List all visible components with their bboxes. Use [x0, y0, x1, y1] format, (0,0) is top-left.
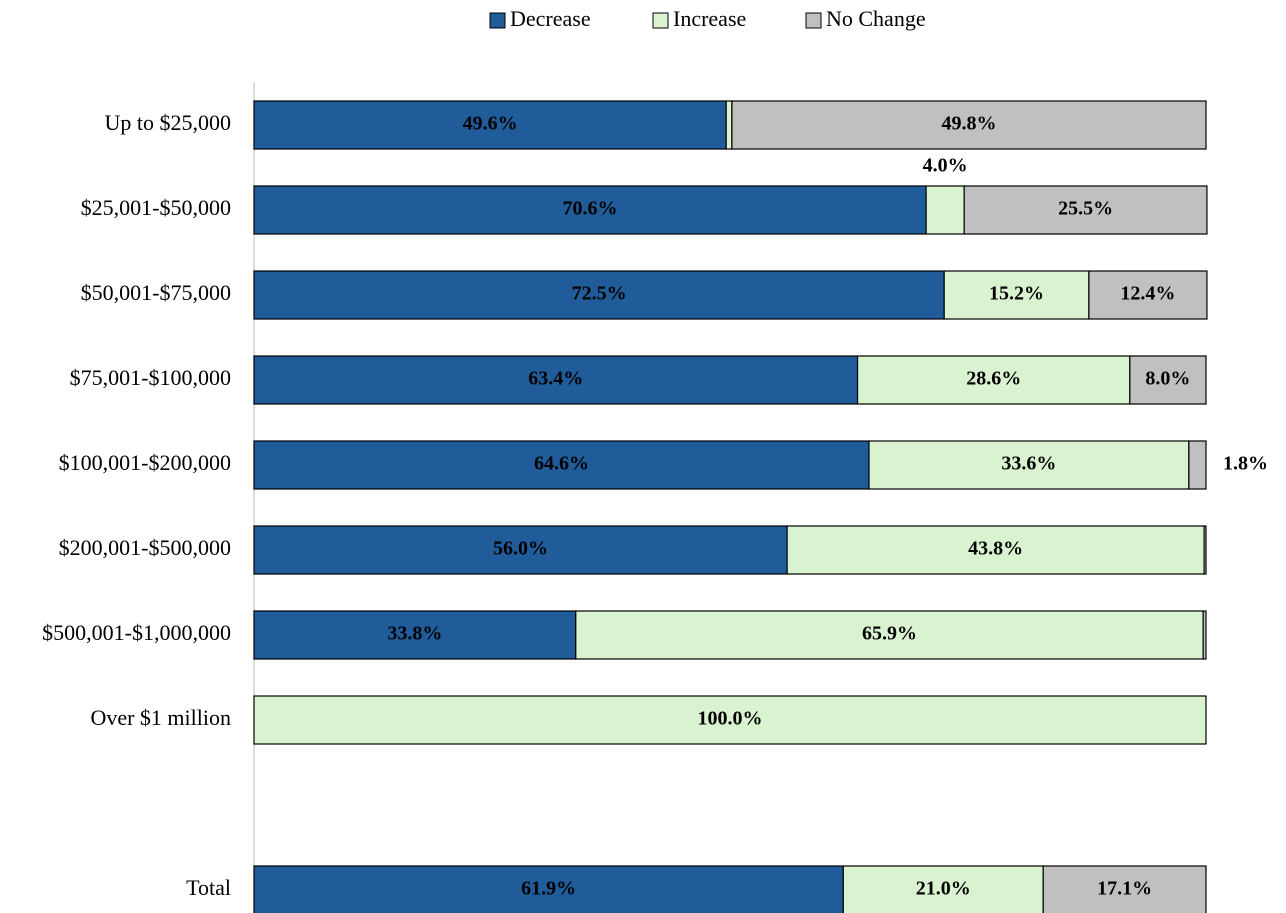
bar-segment	[868, 440, 1190, 490]
value-label: 100.0%	[698, 708, 763, 730]
bar-segment	[963, 185, 1208, 235]
y-tick-label: Over $1 million	[90, 705, 231, 730]
value-label: 56.0%	[493, 538, 548, 560]
bar-segment	[1042, 865, 1207, 913]
value-label: 25.5%	[1058, 198, 1113, 220]
bar-segment	[575, 610, 1204, 660]
value-label: 17.1%	[1097, 878, 1152, 900]
value-label: 43.8%	[968, 538, 1023, 560]
value-label: 33.6%	[1001, 453, 1056, 475]
value-label: 49.8%	[941, 113, 996, 135]
bar-segment	[253, 695, 1207, 745]
bar-segment	[1188, 440, 1207, 490]
legend-label: Decrease	[510, 6, 591, 31]
value-label: 21.0%	[916, 878, 971, 900]
bar-segment	[856, 355, 1131, 405]
value-label: 1.8%	[1223, 453, 1268, 475]
bar-segment	[1203, 525, 1207, 575]
legend-label: No Change	[826, 6, 926, 31]
bar-segment	[925, 185, 965, 235]
bar-segment	[253, 355, 859, 405]
value-label: 15.2%	[989, 283, 1044, 305]
y-tick-label: $50,001-$75,000	[81, 280, 231, 305]
value-label: 70.6%	[563, 198, 618, 220]
bar-segment	[725, 100, 733, 150]
bar-segment	[1202, 610, 1207, 660]
bar-segment	[842, 865, 1044, 913]
legend-swatch	[652, 12, 669, 29]
value-label: 72.5%	[572, 283, 627, 305]
value-label: 64.6%	[534, 453, 589, 475]
y-tick-label: $200,001-$500,000	[59, 535, 231, 560]
bar-segment	[253, 185, 927, 235]
y-tick-label: Total	[186, 875, 231, 900]
value-label: 28.6%	[966, 368, 1021, 390]
value-label: 4.0%	[923, 155, 968, 177]
y-tick-label: $100,001-$200,000	[59, 450, 231, 475]
value-label: 63.4%	[528, 368, 583, 390]
bar-segment	[1088, 270, 1208, 320]
y-tick-label: Up to $25,000	[105, 110, 232, 135]
bar-segment	[253, 525, 788, 575]
bar-segment	[253, 610, 577, 660]
value-label: 33.8%	[387, 623, 442, 645]
bar-segment	[253, 440, 870, 490]
y-tick-label: $75,001-$100,000	[70, 365, 231, 390]
value-label: 61.9%	[521, 878, 576, 900]
bar-segment	[786, 525, 1205, 575]
y-tick-label: $500,001-$1,000,000	[42, 620, 231, 645]
bar-segment	[1129, 355, 1207, 405]
bar-segment	[943, 270, 1090, 320]
bar-segment	[731, 100, 1207, 150]
legend-label: Increase	[673, 6, 746, 31]
legend-swatch	[805, 12, 822, 29]
bar-segment	[253, 865, 844, 913]
value-label: 12.4%	[1120, 283, 1175, 305]
y-tick-label: $25,001-$50,000	[81, 195, 231, 220]
value-label: 65.9%	[862, 623, 917, 645]
value-label: 8.0%	[1145, 368, 1190, 390]
value-label: 49.6%	[463, 113, 518, 135]
legend-swatch	[489, 12, 506, 29]
